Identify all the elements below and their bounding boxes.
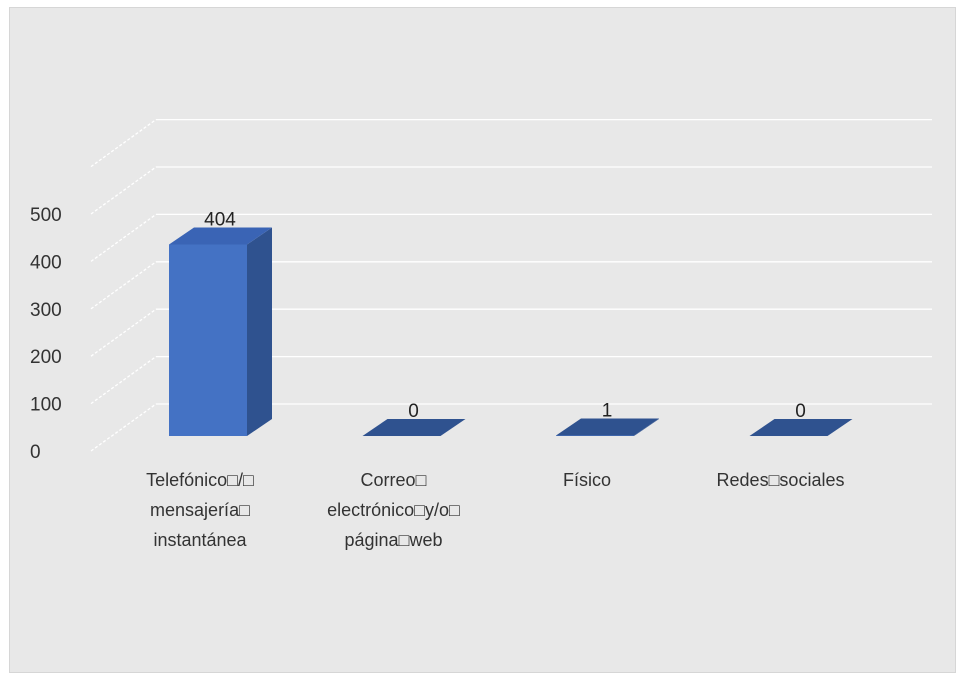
category-label: Correo□	[361, 470, 427, 490]
gridlines	[90, 118, 932, 452]
bar-top	[556, 418, 659, 436]
data-label: 404	[204, 210, 236, 231]
bar-chart: 0 100 200 300 400 500 404 0 1 0 Telefónico□/□ men…	[30, 118, 932, 550]
gridline-depth	[90, 119, 157, 168]
category-label: Telefónico□/□	[146, 470, 254, 490]
data-label: 0	[795, 401, 806, 422]
y-tick-label: 500	[30, 205, 62, 226]
gridline-depth	[90, 356, 157, 405]
bar-top	[749, 419, 853, 436]
y-tick-label: 200	[30, 347, 62, 368]
x-axis-categories: Telefónico□/□ mensajería□ instantánea Corre…	[146, 470, 844, 550]
category-label: electrónico□y/o□	[327, 500, 460, 520]
category-label: instantánea	[153, 530, 247, 550]
bar-top	[362, 419, 466, 436]
y-tick-label: 400	[30, 252, 62, 273]
gridline-depth	[90, 308, 157, 357]
y-axis-ticks: 0 100 200 300 400 500	[30, 205, 62, 463]
category-label: mensajería□	[150, 500, 250, 520]
gridline-depth	[90, 166, 157, 215]
category-label: página□web	[345, 530, 443, 550]
y-tick-label: 300	[30, 300, 62, 321]
data-labels: 404 0 1 0	[204, 210, 806, 422]
data-label: 1	[602, 401, 613, 422]
category-label: Redes□sociales	[717, 470, 845, 490]
bar-side	[247, 227, 272, 436]
data-label: 0	[408, 401, 419, 422]
gridline-depth	[90, 261, 157, 310]
bar	[169, 244, 247, 436]
y-tick-label: 100	[30, 395, 62, 416]
category-label: Físico	[563, 470, 611, 490]
bar-top	[169, 227, 272, 245]
gridline-depth	[90, 403, 157, 452]
y-tick-label: 0	[30, 442, 41, 463]
bars	[169, 227, 853, 437]
chart-area: 0 100 200 300 400 500 404 0 1 0 Telefónico□/□ men…	[9, 7, 956, 673]
bar-side	[634, 418, 659, 436]
gridline-depth	[90, 213, 157, 262]
